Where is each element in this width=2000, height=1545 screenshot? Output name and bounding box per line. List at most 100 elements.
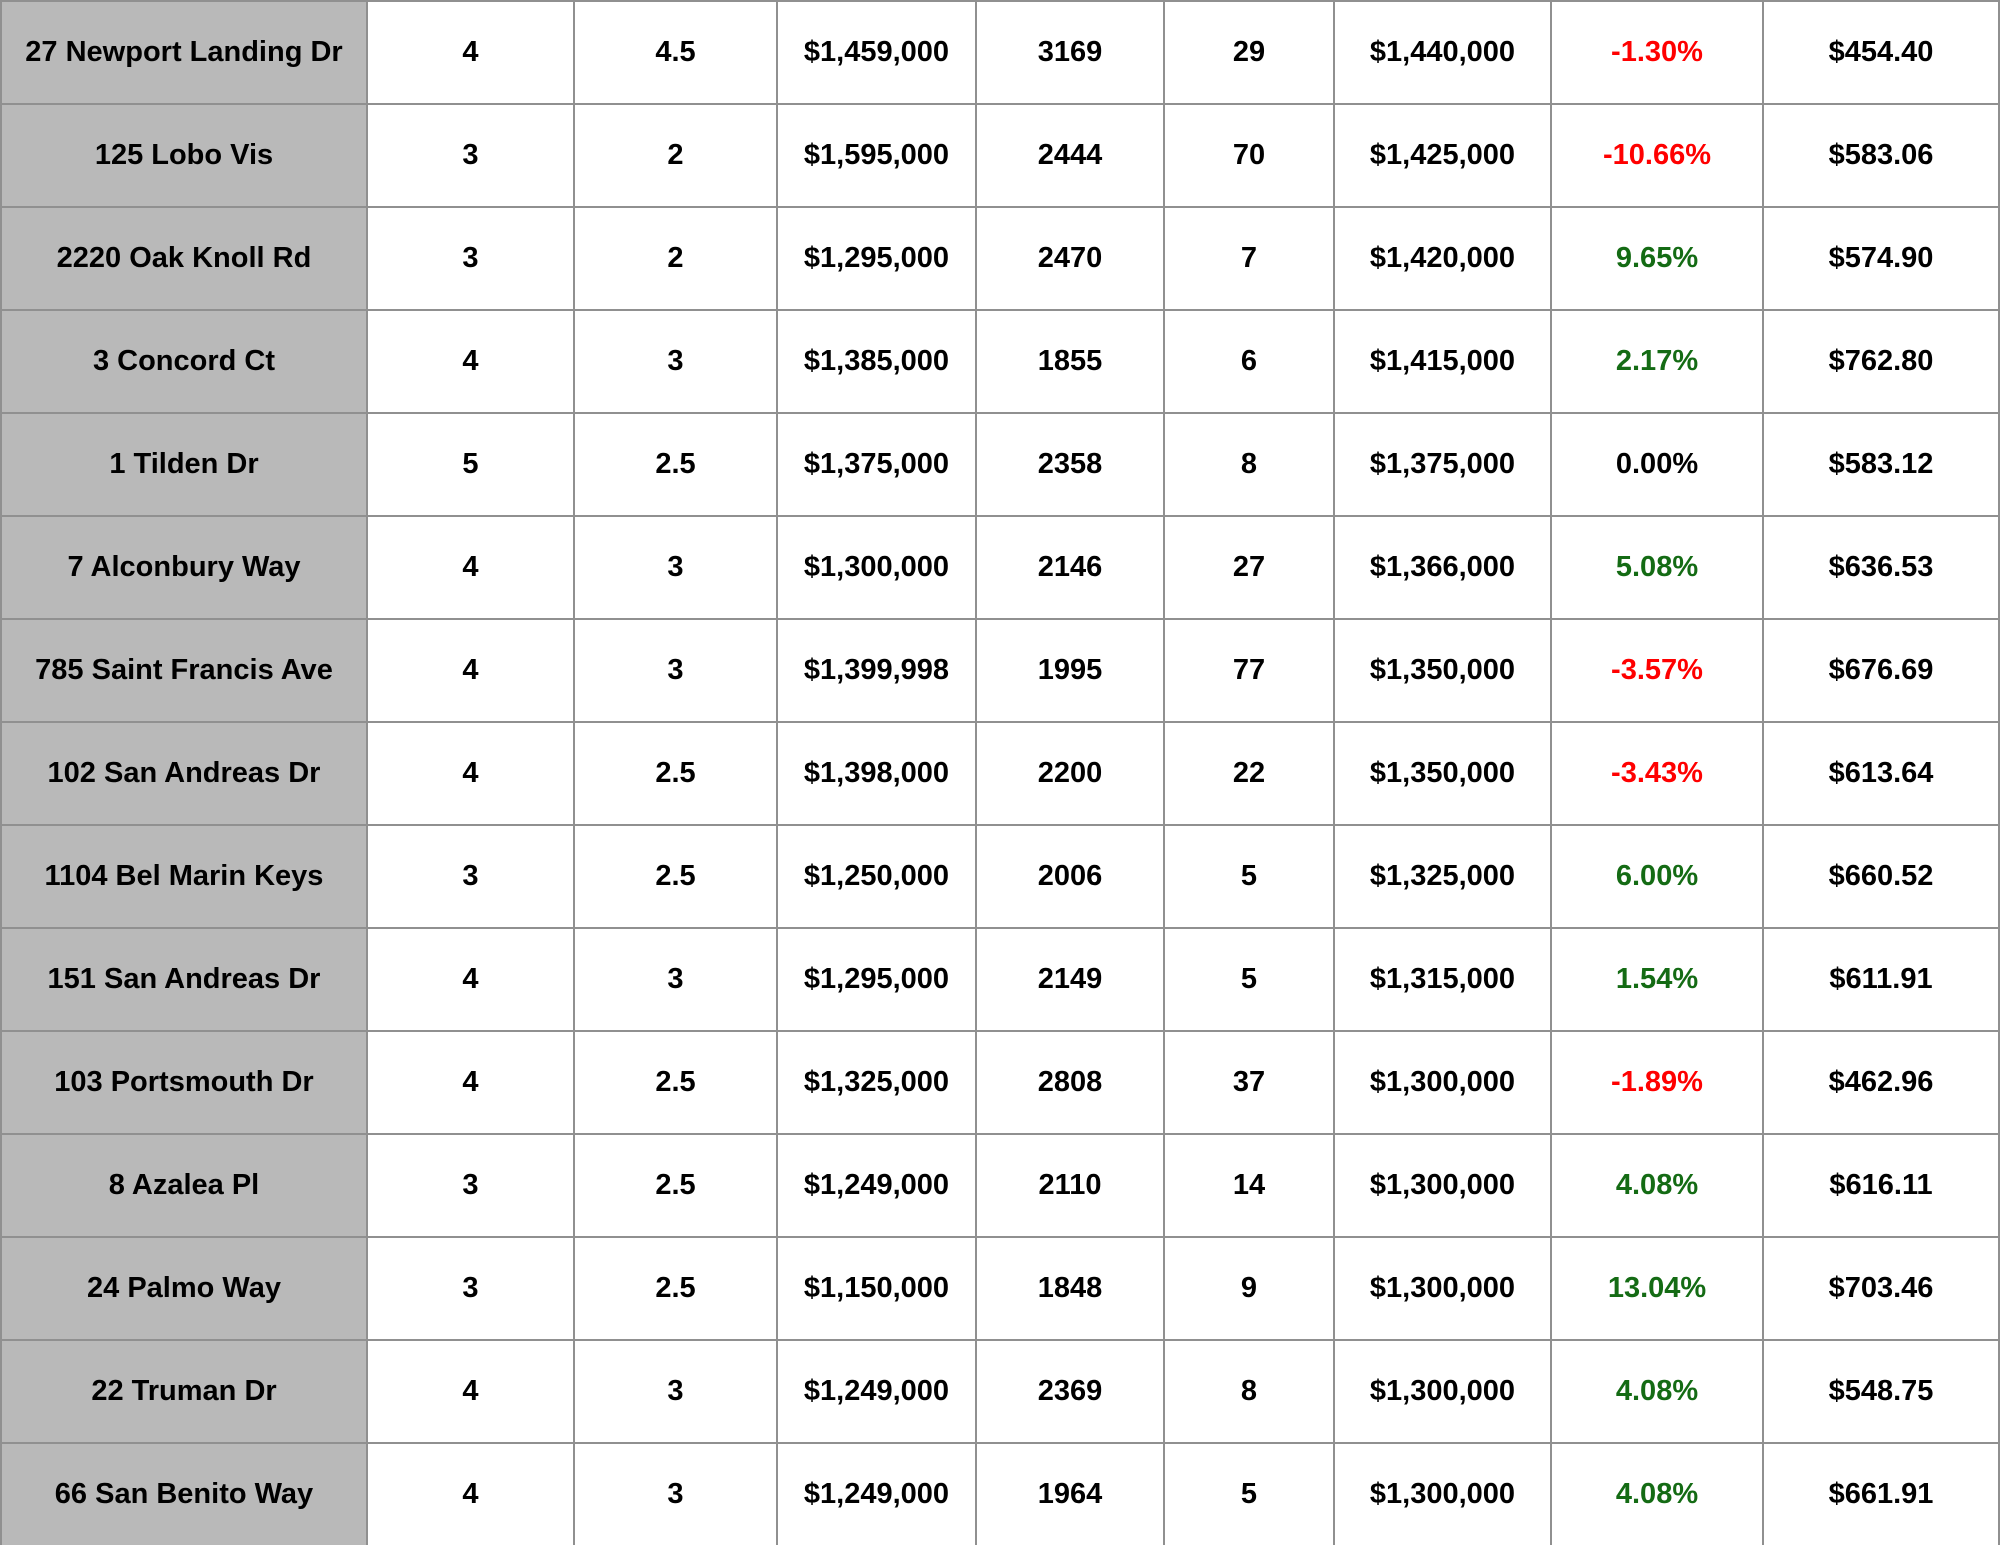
- cell-square-feet: 2358: [977, 414, 1165, 517]
- cell-sold-price: $1,325,000: [1335, 826, 1552, 929]
- table-row: 1 Tilden Dr 5 2.5 $1,375,000 2358 8 $1,375,000…: [2, 414, 2000, 517]
- cell-list-price: $1,398,000: [778, 723, 977, 826]
- cell-list-price: $1,325,000: [778, 1032, 977, 1135]
- cell-beds: 4: [368, 311, 575, 414]
- cell-list-price: $1,375,000: [778, 414, 977, 517]
- cell-days-on-market: 5: [1165, 826, 1335, 929]
- cell-percent-over-under-list: -3.43%: [1552, 723, 1764, 826]
- cell-beds: 4: [368, 929, 575, 1032]
- cell-beds: 4: [368, 517, 575, 620]
- cell-days-on-market: 22: [1165, 723, 1335, 826]
- cell-percent-over-under-list: 4.08%: [1552, 1135, 1764, 1238]
- cell-percent-over-under-list: -1.30%: [1552, 2, 1764, 105]
- cell-address: 103 Portsmouth Dr: [2, 1032, 368, 1135]
- cell-baths: 3: [575, 1444, 778, 1545]
- cell-percent-over-under-list: 5.08%: [1552, 517, 1764, 620]
- cell-days-on-market: 37: [1165, 1032, 1335, 1135]
- cell-square-feet: 2808: [977, 1032, 1165, 1135]
- cell-days-on-market: 14: [1165, 1135, 1335, 1238]
- cell-sold-price: $1,300,000: [1335, 1135, 1552, 1238]
- cell-address: 785 Saint Francis Ave: [2, 620, 368, 723]
- cell-address: 8 Azalea Pl: [2, 1135, 368, 1238]
- cell-list-price: $1,295,000: [778, 929, 977, 1032]
- cell-days-on-market: 70: [1165, 105, 1335, 208]
- cell-percent-over-under-list: -3.57%: [1552, 620, 1764, 723]
- table-row: 103 Portsmouth Dr 4 2.5 $1,325,000 2808 37 $1,…: [2, 1032, 2000, 1135]
- cell-percent-over-under-list: -1.89%: [1552, 1032, 1764, 1135]
- cell-list-price: $1,249,000: [778, 1135, 977, 1238]
- cell-address: 1 Tilden Dr: [2, 414, 368, 517]
- cell-address: 3 Concord Ct: [2, 311, 368, 414]
- cell-baths: 2.5: [575, 1135, 778, 1238]
- cell-baths: 2.5: [575, 1032, 778, 1135]
- cell-baths: 3: [575, 311, 778, 414]
- cell-address: 102 San Andreas Dr: [2, 723, 368, 826]
- cell-price-per-sqft: $613.64: [1764, 723, 2000, 826]
- cell-sold-price: $1,375,000: [1335, 414, 1552, 517]
- cell-percent-over-under-list: -10.66%: [1552, 105, 1764, 208]
- cell-sold-price: $1,366,000: [1335, 517, 1552, 620]
- cell-baths: 2.5: [575, 723, 778, 826]
- cell-square-feet: 2149: [977, 929, 1165, 1032]
- cell-square-feet: 2110: [977, 1135, 1165, 1238]
- table-row: 102 San Andreas Dr 4 2.5 $1,398,000 2200 22 $1…: [2, 723, 2000, 826]
- cell-percent-over-under-list: 4.08%: [1552, 1444, 1764, 1545]
- table-row: 125 Lobo Vis 3 2 $1,595,000 2444 70 $1,425,000…: [2, 105, 2000, 208]
- cell-days-on-market: 6: [1165, 311, 1335, 414]
- cell-address: 7 Alconbury Way: [2, 517, 368, 620]
- cell-sold-price: $1,440,000: [1335, 2, 1552, 105]
- cell-price-per-sqft: $583.12: [1764, 414, 2000, 517]
- cell-baths: 2.5: [575, 826, 778, 929]
- cell-square-feet: 2369: [977, 1341, 1165, 1444]
- cell-baths: 2: [575, 105, 778, 208]
- cell-list-price: $1,150,000: [778, 1238, 977, 1341]
- cell-percent-over-under-list: 13.04%: [1552, 1238, 1764, 1341]
- table-row: 66 San Benito Way 4 3 $1,249,000 1964 5 $1,300…: [2, 1444, 2000, 1545]
- table-row: 22 Truman Dr 4 3 $1,249,000 2369 8 $1,300,000 4…: [2, 1341, 2000, 1444]
- table-row: 2220 Oak Knoll Rd 3 2 $1,295,000 2470 7 $1,420…: [2, 208, 2000, 311]
- cell-address: 1104 Bel Marin Keys: [2, 826, 368, 929]
- cell-percent-over-under-list: 0.00%: [1552, 414, 1764, 517]
- cell-list-price: $1,300,000: [778, 517, 977, 620]
- cell-address: 66 San Benito Way: [2, 1444, 368, 1545]
- table-row: 3 Concord Ct 4 3 $1,385,000 1855 6 $1,415,000 2…: [2, 311, 2000, 414]
- cell-square-feet: 2470: [977, 208, 1165, 311]
- cell-percent-over-under-list: 2.17%: [1552, 311, 1764, 414]
- cell-address: 27 Newport Landing Dr: [2, 2, 368, 105]
- cell-price-per-sqft: $676.69: [1764, 620, 2000, 723]
- cell-baths: 3: [575, 517, 778, 620]
- cell-baths: 3: [575, 1341, 778, 1444]
- cell-price-per-sqft: $636.53: [1764, 517, 2000, 620]
- cell-list-price: $1,249,000: [778, 1341, 977, 1444]
- cell-price-per-sqft: $574.90: [1764, 208, 2000, 311]
- cell-percent-over-under-list: 9.65%: [1552, 208, 1764, 311]
- cell-sold-price: $1,300,000: [1335, 1341, 1552, 1444]
- cell-beds: 3: [368, 826, 575, 929]
- cell-square-feet: 1995: [977, 620, 1165, 723]
- cell-square-feet: 2444: [977, 105, 1165, 208]
- table-row: 785 Saint Francis Ave 4 3 $1,399,998 1995 77 $…: [2, 620, 2000, 723]
- cell-price-per-sqft: $703.46: [1764, 1238, 2000, 1341]
- cell-list-price: $1,595,000: [778, 105, 977, 208]
- cell-beds: 3: [368, 1135, 575, 1238]
- cell-beds: 4: [368, 1032, 575, 1135]
- cell-square-feet: 2200: [977, 723, 1165, 826]
- cell-beds: 5: [368, 414, 575, 517]
- cell-days-on-market: 77: [1165, 620, 1335, 723]
- cell-days-on-market: 27: [1165, 517, 1335, 620]
- cell-sold-price: $1,415,000: [1335, 311, 1552, 414]
- cell-baths: 2.5: [575, 1238, 778, 1341]
- cell-days-on-market: 8: [1165, 1341, 1335, 1444]
- cell-days-on-market: 5: [1165, 929, 1335, 1032]
- cell-days-on-market: 5: [1165, 1444, 1335, 1545]
- cell-sold-price: $1,350,000: [1335, 620, 1552, 723]
- cell-sold-price: $1,300,000: [1335, 1444, 1552, 1545]
- cell-percent-over-under-list: 6.00%: [1552, 826, 1764, 929]
- cell-square-feet: 2146: [977, 517, 1165, 620]
- cell-price-per-sqft: $616.11: [1764, 1135, 2000, 1238]
- cell-sold-price: $1,425,000: [1335, 105, 1552, 208]
- cell-price-per-sqft: $762.80: [1764, 311, 2000, 414]
- cell-percent-over-under-list: 4.08%: [1552, 1341, 1764, 1444]
- cell-list-price: $1,295,000: [778, 208, 977, 311]
